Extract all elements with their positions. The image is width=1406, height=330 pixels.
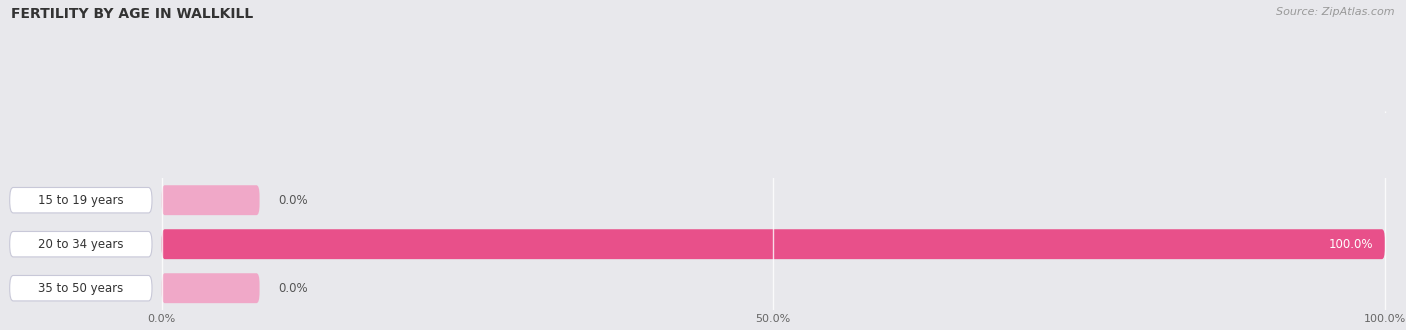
FancyBboxPatch shape [0,221,1406,267]
FancyBboxPatch shape [0,110,1406,247]
Text: 35 to 50 years: 35 to 50 years [38,130,124,143]
FancyBboxPatch shape [162,273,1385,303]
FancyBboxPatch shape [10,187,152,213]
Text: 0.0: 0.0 [278,130,297,143]
Text: Source: ZipAtlas.com: Source: ZipAtlas.com [1277,7,1395,16]
FancyBboxPatch shape [10,124,152,149]
FancyBboxPatch shape [10,276,152,301]
FancyBboxPatch shape [0,177,1406,223]
FancyBboxPatch shape [0,25,1406,71]
Text: 146.0: 146.0 [1339,86,1372,99]
FancyBboxPatch shape [162,121,1385,151]
FancyBboxPatch shape [10,231,152,257]
Text: 0.0: 0.0 [278,42,297,55]
FancyBboxPatch shape [0,0,1406,95]
Text: 0.0%: 0.0% [278,282,308,295]
Text: 100.0%: 100.0% [1329,238,1372,251]
Text: 15 to 19 years: 15 to 19 years [38,194,124,207]
FancyBboxPatch shape [162,33,1385,63]
FancyBboxPatch shape [0,265,1406,311]
FancyBboxPatch shape [162,121,260,151]
FancyBboxPatch shape [162,78,1385,107]
FancyBboxPatch shape [162,229,1385,259]
Text: 0.0%: 0.0% [278,194,308,207]
Text: 20 to 34 years: 20 to 34 years [38,238,124,251]
FancyBboxPatch shape [0,90,1406,227]
FancyBboxPatch shape [10,80,152,105]
FancyBboxPatch shape [162,33,260,63]
FancyBboxPatch shape [0,70,1406,115]
FancyBboxPatch shape [162,273,260,303]
FancyBboxPatch shape [162,185,260,215]
FancyBboxPatch shape [0,114,1406,159]
Text: FERTILITY BY AGE IN WALLKILL: FERTILITY BY AGE IN WALLKILL [11,7,253,20]
Text: 35 to 50 years: 35 to 50 years [38,282,124,295]
FancyBboxPatch shape [162,229,1385,259]
FancyBboxPatch shape [0,0,1406,115]
FancyBboxPatch shape [162,185,1385,215]
FancyBboxPatch shape [10,36,152,61]
Text: 20 to 34 years: 20 to 34 years [38,86,124,99]
Text: 15 to 19 years: 15 to 19 years [38,42,124,55]
FancyBboxPatch shape [162,78,1353,107]
FancyBboxPatch shape [0,242,1406,330]
